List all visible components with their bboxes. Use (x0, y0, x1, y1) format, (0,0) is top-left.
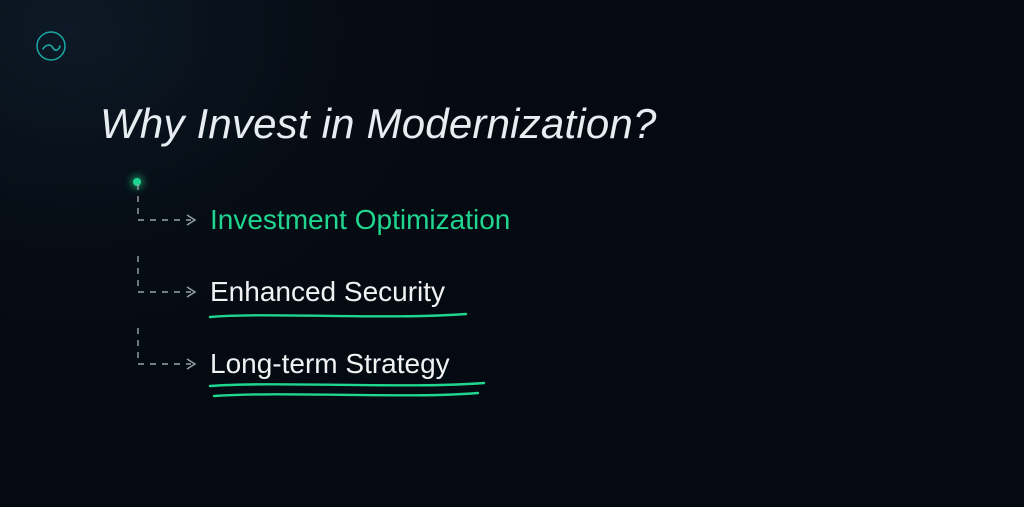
tree-connector-icon (137, 328, 199, 400)
bullet-tree: Investment Optimization Enhanced Securit… (100, 184, 964, 400)
bullet-label: Investment Optimization (210, 204, 510, 236)
bullet-label: Long-term Strategy (210, 348, 450, 380)
logo-icon (35, 30, 67, 62)
slide-content: Why Invest in Modernization? Investment … (100, 100, 964, 400)
bullet-row: Enhanced Security (140, 256, 964, 328)
tree-connector-icon (137, 184, 199, 256)
bullet-row: Long-term Strategy (140, 328, 964, 400)
underline-single-icon (208, 310, 468, 324)
bullet-row: Investment Optimization (140, 184, 964, 256)
tree-connector-icon (137, 256, 199, 328)
bullet-label: Enhanced Security (210, 276, 445, 308)
slide-title: Why Invest in Modernization? (100, 100, 964, 148)
underline-double-icon (208, 380, 488, 402)
